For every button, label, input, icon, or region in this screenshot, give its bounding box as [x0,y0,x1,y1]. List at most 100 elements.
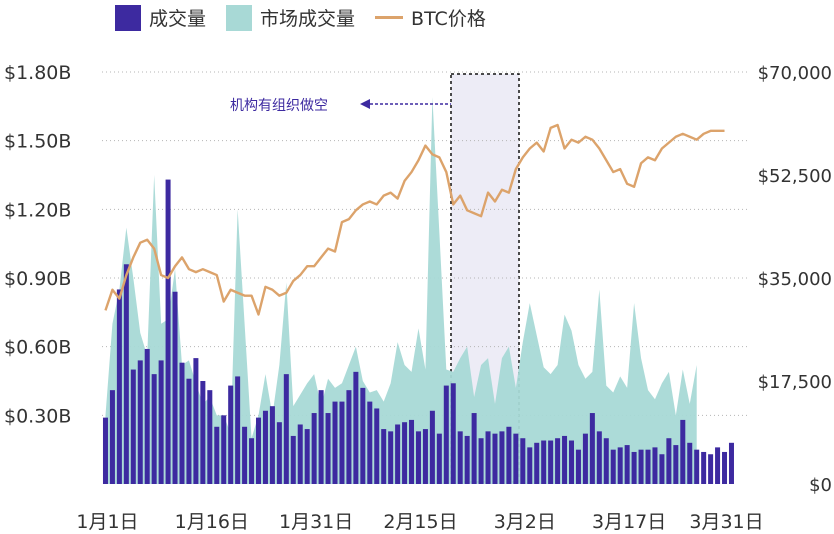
volume-bar [304,429,310,484]
price-line [104,123,725,316]
volume-bar [353,371,359,484]
volume-bar [492,433,498,484]
x-tick-label: 3月2日 [494,511,556,533]
volume-bar [255,417,262,484]
volume-bar [165,179,171,485]
volume-bar [645,449,651,484]
volume-bar [666,438,672,484]
y-right-tick-label: $70,000 [758,63,832,84]
volume-bar [367,401,373,484]
volume-bar [228,385,234,484]
axes: $0.30B $0.60B $0.90B $1.20B $1.50B $1.80B $0 $1… [4,62,832,533]
x-tick-label: 1月1日 [76,511,138,533]
volume-bar [193,358,199,484]
volume-bar [109,390,115,484]
volume-bar [513,433,519,484]
x-tick-label: 3月31日 [689,511,763,533]
price-polyline [104,123,725,316]
volume-bar [332,401,338,484]
market-volume-area [105,97,697,484]
volume-bar [186,378,192,484]
volume-bar [422,429,428,484]
market-volume-area-path [105,97,697,484]
volume-bar [464,435,470,484]
volume-bar [687,442,693,484]
volume-bar [374,408,380,484]
volume-bar [179,362,185,484]
volume-bar [262,410,268,484]
x-tick-label: 3月17日 [592,511,666,533]
legend-item-price: BTC价格 [375,4,486,31]
volume-bar [624,445,630,484]
volume-bar [575,449,581,484]
volume-bar [235,376,241,484]
volume-bar [172,291,178,484]
volume-bar [673,445,679,484]
volume-bar [534,442,540,484]
volume-bar [694,449,700,484]
volume-bar [269,406,275,484]
y-left-tick-label: $1.20B [4,199,71,221]
annotation: 机构有组织做空 [230,98,451,114]
volume-bar [520,438,526,484]
volume-bar [555,438,561,484]
volume-bar [415,431,421,484]
volume-bar [158,360,164,484]
volume-bar [527,447,533,484]
legend-swatch-market-volume [226,4,253,31]
volume-bar [478,438,484,484]
volume-bar [450,383,456,484]
volume-bar [214,426,220,484]
volume-bar [603,438,609,484]
volume-bar [589,413,595,484]
volume-bar [123,264,129,484]
legend-item-market-volume: 市场成交量 [226,4,355,31]
volume-bar [443,385,449,484]
volume-bar [701,451,707,484]
volume-bar [659,454,665,484]
legend: 成交量 市场成交量 BTC价格 [115,4,506,31]
volume-bar [722,451,728,484]
legend-label-volume: 成交量 [149,8,207,30]
volume-bar [728,442,734,484]
y-right-tick-label: $0 [809,475,832,496]
y-right-tick-label: $17,500 [758,372,832,393]
volume-bar [596,431,602,484]
volume-bar [499,431,505,484]
volume-bar [151,374,157,484]
volume-bar [346,390,352,484]
volume-bar [242,426,248,484]
volume-bar [548,440,554,484]
x-tick-label: 2月15日 [383,511,457,533]
y-left-tick-label: $0.90B [4,268,71,290]
volume-bar [485,431,491,484]
volume-bar [631,451,637,484]
y-left-tick-label: $1.50B [4,131,71,153]
y-left-tick-label: $0.30B [4,405,71,427]
volume-bar [144,348,150,484]
volume-bar [617,447,623,484]
annotation-text: 机构有组织做空 [230,98,328,114]
legend-swatch-price [375,16,404,19]
volume-bar [652,447,658,484]
volume-bar [568,440,575,484]
volume-bar [395,424,401,484]
volume-bar [381,429,387,484]
volume-bar [680,419,686,484]
volume-bar [221,415,227,484]
legend-item-volume: 成交量 [115,4,206,31]
volume-bar [283,374,289,484]
volume-bar [541,440,547,484]
y-left-tick-label: $1.80B [4,62,71,84]
volume-bar [708,454,714,484]
volume-bars [102,179,734,485]
volume-bar [638,449,644,484]
volume-bar [249,438,255,484]
volume-bar [457,431,463,484]
y-right-tick-label: $35,000 [758,269,832,290]
annotation-arrowhead [360,99,370,109]
legend-label-price: BTC价格 [411,8,486,30]
volume-bar [102,417,108,484]
volume-bar [325,413,331,484]
